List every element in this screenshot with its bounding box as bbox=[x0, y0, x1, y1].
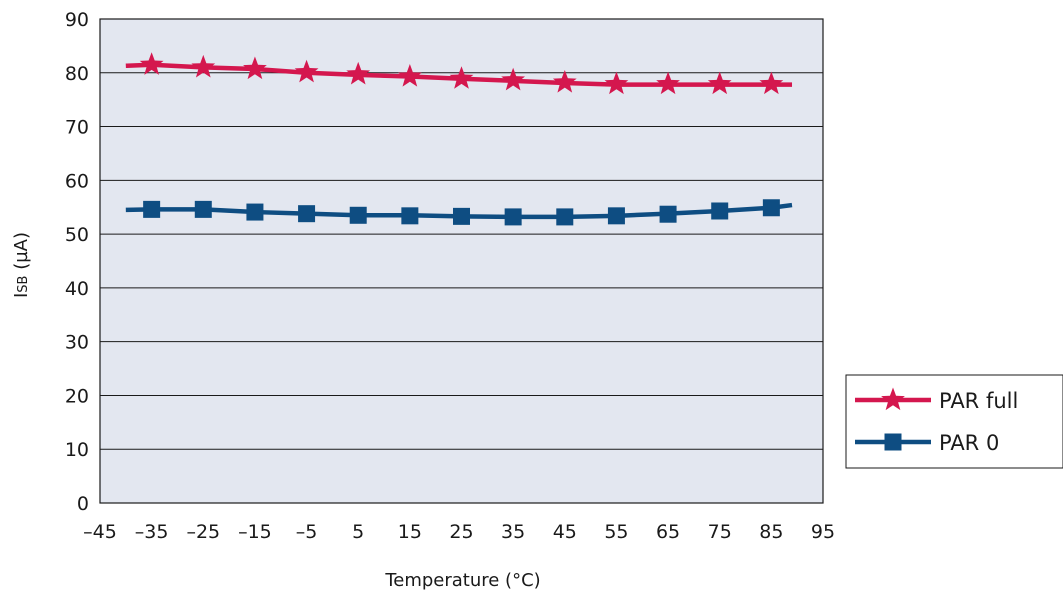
legend-box bbox=[845, 374, 1063, 469]
data-point bbox=[346, 61, 371, 85]
x-tick-label: –15 bbox=[238, 521, 272, 543]
data-point bbox=[401, 207, 419, 225]
y-tick-label: 30 bbox=[65, 332, 89, 354]
data-point bbox=[759, 71, 784, 95]
data-point bbox=[707, 71, 732, 95]
y-tick-label: 70 bbox=[65, 117, 89, 139]
legend-marker bbox=[881, 387, 905, 411]
x-tick-label: 75 bbox=[708, 521, 732, 543]
data-point bbox=[397, 64, 422, 87]
data-point bbox=[139, 52, 164, 75]
y-tick-label: 0 bbox=[77, 493, 89, 515]
x-axis-title: Temperature (°C) bbox=[384, 570, 540, 591]
y-tick-label: 60 bbox=[65, 170, 89, 192]
data-point bbox=[298, 205, 316, 223]
legend-item: PAR 0 bbox=[855, 431, 999, 455]
x-tick-label: 65 bbox=[656, 521, 680, 543]
x-tick-label: 95 bbox=[811, 521, 835, 543]
data-point bbox=[246, 203, 264, 221]
data-point bbox=[294, 59, 319, 83]
y-tick-label: 80 bbox=[65, 63, 89, 85]
x-tick-label: 85 bbox=[759, 521, 783, 543]
data-point bbox=[656, 71, 680, 95]
y-axis-title-main: I bbox=[11, 293, 32, 298]
data-point bbox=[659, 205, 677, 223]
y-axis-title-sub: SB bbox=[16, 276, 31, 293]
x-tick-label: 25 bbox=[449, 521, 473, 543]
x-tick-label: 35 bbox=[501, 521, 525, 543]
legend: PAR full PAR 0 bbox=[845, 374, 1063, 469]
data-point bbox=[194, 200, 212, 218]
series-par-full bbox=[125, 52, 793, 95]
x-tick-label: 55 bbox=[604, 521, 628, 543]
legend-marker bbox=[884, 433, 902, 451]
x-tick-label: –45 bbox=[83, 521, 117, 543]
y-tick-label: 10 bbox=[65, 439, 89, 461]
y-tick-label: 90 bbox=[65, 9, 89, 31]
y-tick-label: 50 bbox=[65, 224, 89, 246]
data-point bbox=[449, 66, 474, 89]
y-axis-title: ISB (µA) bbox=[11, 232, 32, 298]
legend-label: PAR full bbox=[939, 389, 1018, 413]
data-point bbox=[556, 208, 574, 226]
data-point bbox=[504, 208, 522, 226]
data-point bbox=[191, 54, 216, 78]
data-point bbox=[243, 56, 267, 80]
data-point bbox=[607, 207, 625, 225]
data-point bbox=[604, 71, 629, 95]
series-par-0 bbox=[125, 199, 793, 226]
x-tick-label: 15 bbox=[398, 521, 422, 543]
x-tick-label: –35 bbox=[135, 521, 169, 543]
legend-label: PAR 0 bbox=[939, 431, 999, 455]
data-point bbox=[349, 206, 367, 224]
data-point bbox=[453, 207, 470, 225]
data-point bbox=[143, 200, 161, 218]
x-tick-label: –25 bbox=[186, 521, 220, 543]
data-point bbox=[501, 67, 526, 91]
y-tick-label: 40 bbox=[65, 278, 89, 300]
y-axis-title-unit: (µA) bbox=[11, 232, 32, 276]
x-tick-label: –5 bbox=[296, 521, 318, 543]
y-tick-label: 20 bbox=[65, 385, 89, 407]
data-point bbox=[711, 202, 729, 220]
x-tick-label: 5 bbox=[352, 521, 364, 543]
x-tick-label: 45 bbox=[553, 521, 577, 543]
data-point bbox=[762, 199, 780, 217]
plot-border bbox=[99, 18, 824, 504]
data-point bbox=[552, 69, 577, 93]
legend-item: PAR full bbox=[855, 387, 1018, 413]
plot-area bbox=[100, 19, 823, 503]
